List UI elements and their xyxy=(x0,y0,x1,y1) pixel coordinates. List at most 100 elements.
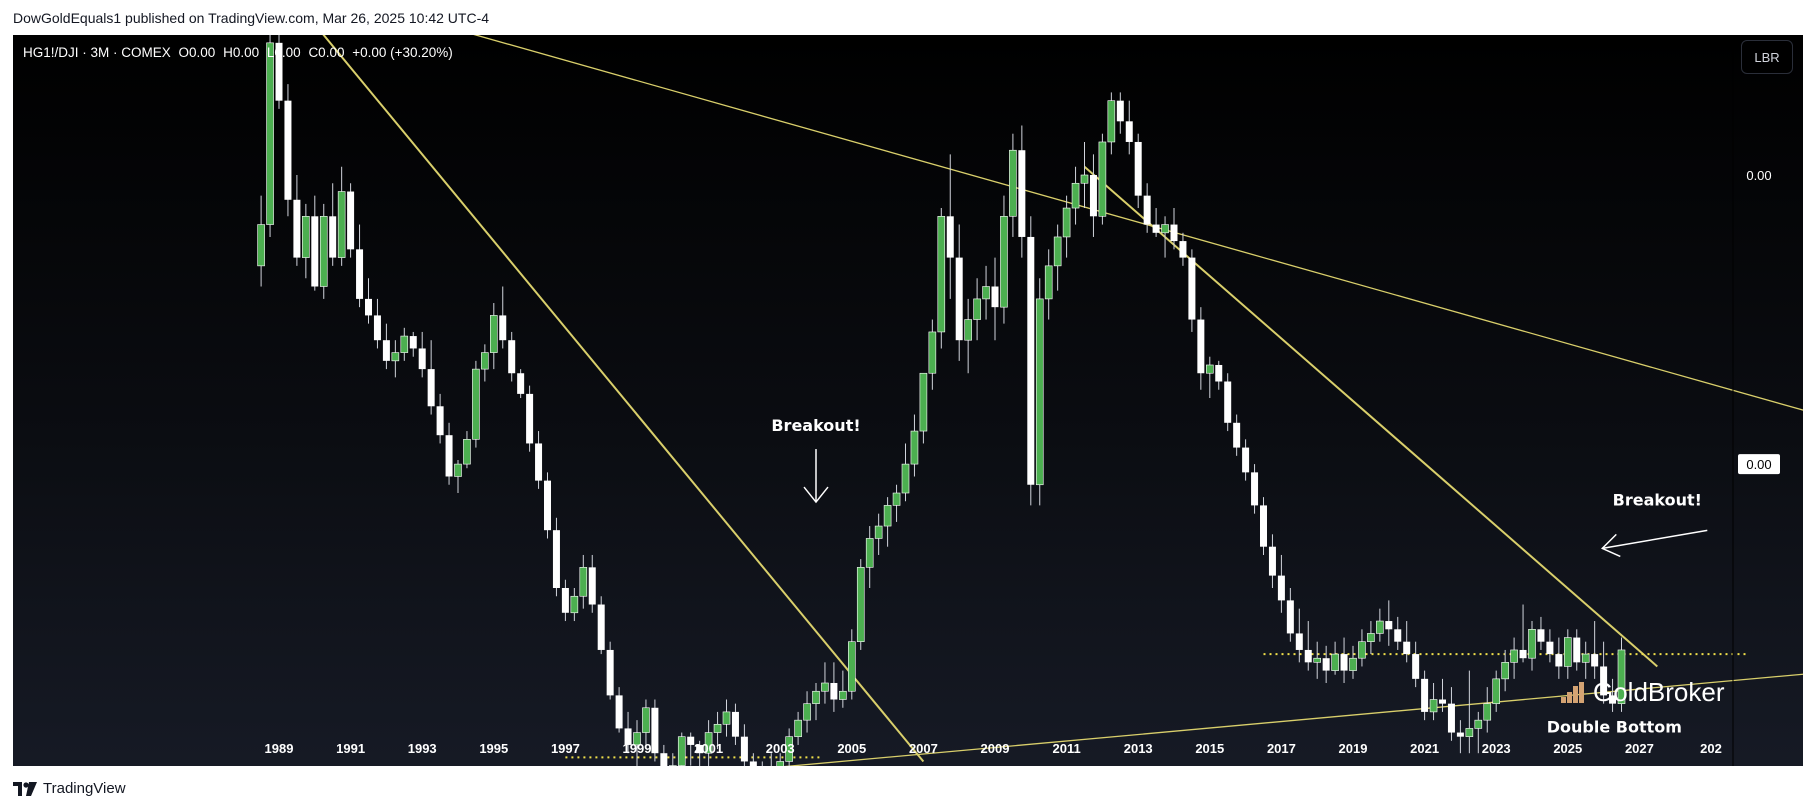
x-tick-label: 2025 xyxy=(1553,741,1582,756)
x-tick-label: 2001 xyxy=(694,741,723,756)
candle-body xyxy=(302,216,310,258)
candle-body xyxy=(704,732,713,754)
candle-body xyxy=(1609,695,1617,704)
candle-body xyxy=(257,224,265,267)
x-tick-label: 1989 xyxy=(265,741,294,756)
x-tick-label: 1995 xyxy=(479,741,508,756)
breakout-arrow-head xyxy=(1600,533,1621,558)
candle-body xyxy=(588,567,596,605)
candle-body xyxy=(1188,257,1196,320)
candle-body xyxy=(1251,472,1259,506)
x-tick-label: 2021 xyxy=(1410,741,1439,756)
candle-body xyxy=(660,753,668,766)
candle-body xyxy=(651,707,659,754)
candle-body xyxy=(1313,657,1321,663)
low-value: L0.00 xyxy=(266,45,301,60)
candle-body xyxy=(463,439,471,465)
candle-body xyxy=(337,191,346,258)
candle-body xyxy=(1474,719,1483,729)
candle-body xyxy=(1197,319,1205,374)
x-tick-label: 2023 xyxy=(1482,741,1511,756)
x-tick-label: 1997 xyxy=(551,741,580,756)
candle-body xyxy=(687,736,695,745)
candle-body xyxy=(1260,505,1267,547)
candle-body xyxy=(1009,149,1017,217)
candle-body xyxy=(892,492,901,506)
candle-body xyxy=(696,744,704,754)
goldbroker-watermark: GoldBroker xyxy=(1561,677,1725,708)
candle-body xyxy=(1224,381,1232,423)
candle-body xyxy=(1528,628,1536,659)
candle-body xyxy=(1053,236,1062,267)
candle-body xyxy=(794,719,802,737)
candle-body xyxy=(642,707,650,733)
candle-body xyxy=(1179,241,1187,258)
candle-body xyxy=(427,369,435,407)
candle-body xyxy=(937,216,946,333)
candle-body xyxy=(713,723,722,733)
candle-body xyxy=(847,641,856,692)
candle-body xyxy=(722,711,731,725)
x-tick-label: 2013 xyxy=(1124,741,1153,756)
x-tick-label: 202 xyxy=(1700,741,1722,756)
candle-body xyxy=(1044,265,1053,300)
tradingview-logo-icon xyxy=(13,781,37,796)
trendline-2 xyxy=(322,35,925,763)
candle-body xyxy=(1403,641,1411,655)
price-chart[interactable]: Breakout!Double BottomBreakout!Double Bo… xyxy=(13,35,1803,766)
goldbroker-bars-icon xyxy=(1561,681,1584,703)
candle-body xyxy=(839,690,847,700)
annotation-3: Breakout! xyxy=(1613,490,1702,509)
candle-body xyxy=(874,525,883,539)
x-tick-label: 2007 xyxy=(909,741,938,756)
candle-body xyxy=(776,761,785,766)
candle-body xyxy=(1358,641,1366,659)
candle-body xyxy=(1134,141,1142,196)
candle-body xyxy=(535,443,543,481)
candle-body xyxy=(1286,600,1294,634)
x-tick-label: 2003 xyxy=(766,741,795,756)
candle-body xyxy=(1591,654,1599,667)
close-value: C0.00 xyxy=(308,45,345,60)
symbol-label[interactable]: HG1!/DJI · 3M · COMEX xyxy=(23,45,171,60)
candle-body xyxy=(1331,653,1339,671)
candle-body xyxy=(919,372,928,432)
candle-body xyxy=(1206,364,1214,374)
candle-body xyxy=(552,530,560,588)
footer: TradingView xyxy=(13,780,126,797)
candle-body xyxy=(570,595,579,614)
candle-body xyxy=(1107,100,1116,143)
x-tick-label: 1999 xyxy=(623,741,652,756)
candle-body xyxy=(319,216,328,287)
candle-body xyxy=(391,352,400,362)
candle-body xyxy=(1564,637,1572,667)
candle-body xyxy=(1483,703,1492,721)
candle-body xyxy=(436,406,444,436)
candle-body xyxy=(955,257,963,341)
candle-body xyxy=(1367,633,1375,642)
candle-body xyxy=(1071,182,1080,209)
goldbroker-name: GoldBroker xyxy=(1593,677,1725,707)
candle-body xyxy=(356,249,364,299)
annotation-4: Double Bottom xyxy=(1547,718,1682,737)
scale-mode-button[interactable]: LBR xyxy=(1741,40,1793,74)
annotation-1: Breakout! xyxy=(771,416,860,435)
y-tick-label: 0.00 xyxy=(1746,168,1771,183)
candle-body xyxy=(526,393,534,444)
candle-body xyxy=(1242,447,1250,473)
candle-body xyxy=(1429,699,1438,713)
candle-body xyxy=(624,728,632,745)
candle-body xyxy=(1116,100,1124,122)
chart-panel[interactable]: Breakout!Double BottomBreakout!Double Bo… xyxy=(13,35,1803,766)
candle-body xyxy=(946,216,954,258)
x-tick-label: 2017 xyxy=(1267,741,1296,756)
candle-body xyxy=(382,340,390,361)
candle-body xyxy=(1546,641,1554,655)
candle-body xyxy=(830,682,838,700)
candle-body xyxy=(1573,637,1581,663)
candle-body xyxy=(1447,703,1455,733)
candle-body xyxy=(1537,629,1545,642)
candle-body xyxy=(1322,658,1330,671)
candle-body xyxy=(1215,364,1223,382)
candle-body xyxy=(991,286,999,308)
